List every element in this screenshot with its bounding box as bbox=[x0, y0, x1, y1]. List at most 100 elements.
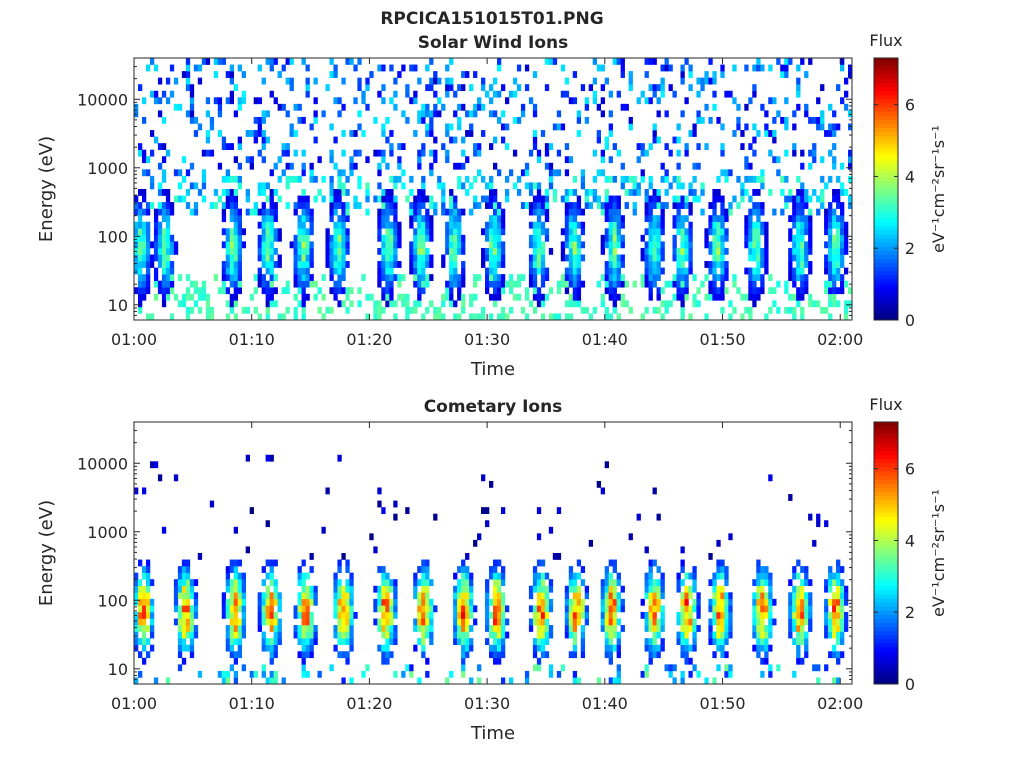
y-tick-label: 10000 bbox=[77, 90, 128, 109]
heatmap-cell bbox=[840, 625, 845, 632]
colorbar-segment bbox=[874, 585, 898, 591]
heatmap-cell bbox=[608, 110, 613, 118]
heatmap-cell bbox=[153, 234, 159, 242]
heatmap-cell bbox=[381, 631, 386, 639]
heatmap-cell bbox=[516, 274, 522, 281]
heatmap-cell bbox=[760, 274, 765, 281]
heatmap-cell bbox=[325, 84, 330, 92]
heatmap-cell bbox=[572, 670, 578, 678]
heatmap-cell bbox=[644, 579, 649, 587]
colorbar-segment bbox=[874, 250, 898, 255]
heatmap-cell bbox=[832, 162, 837, 170]
heatmap-cell bbox=[612, 631, 617, 639]
heatmap-cell bbox=[261, 631, 266, 639]
heatmap-cell bbox=[305, 261, 310, 268]
colorbar-segment bbox=[874, 581, 898, 587]
heatmap-cell bbox=[153, 254, 159, 262]
heatmap-cell bbox=[229, 566, 235, 573]
heatmap-cell bbox=[640, 598, 645, 606]
heatmap-cell bbox=[680, 261, 685, 268]
heatmap-cell bbox=[532, 202, 538, 209]
heatmap-cell bbox=[844, 611, 849, 619]
colorbar-segment bbox=[874, 520, 898, 525]
heatmap-cell bbox=[528, 280, 534, 288]
heatmap-cell bbox=[289, 241, 294, 249]
heatmap-cell bbox=[269, 611, 274, 619]
heatmap-cell bbox=[832, 280, 837, 288]
heatmap-cell bbox=[760, 592, 765, 600]
heatmap-cell bbox=[796, 247, 801, 255]
heatmap-cell bbox=[760, 670, 765, 678]
heatmap-cell bbox=[744, 103, 749, 111]
heatmap-cell bbox=[784, 116, 789, 124]
heatmap-cell bbox=[309, 123, 314, 131]
heatmap-cell bbox=[648, 143, 653, 150]
heatmap-cell bbox=[385, 300, 390, 308]
heatmap-cell bbox=[684, 215, 689, 223]
heatmap-cell bbox=[728, 611, 733, 619]
heatmap-cell bbox=[544, 605, 550, 613]
heatmap-cell bbox=[612, 644, 617, 652]
heatmap-cell bbox=[760, 631, 765, 639]
heatmap-cell bbox=[648, 195, 653, 203]
heatmap-cell bbox=[716, 618, 721, 626]
heatmap-cell bbox=[720, 169, 725, 177]
heatmap-cell bbox=[345, 579, 350, 587]
heatmap-cell bbox=[672, 175, 677, 183]
heatmap-cell bbox=[692, 605, 697, 613]
heatmap-cell bbox=[608, 175, 613, 183]
heatmap-cell bbox=[293, 280, 298, 288]
heatmap-cell bbox=[413, 306, 418, 314]
heatmap-cell bbox=[145, 592, 151, 600]
heatmap-cell bbox=[604, 618, 609, 626]
heatmap-cell bbox=[293, 611, 298, 619]
heatmap-cell bbox=[756, 631, 761, 639]
heatmap-cell bbox=[393, 579, 398, 587]
heatmap-cell bbox=[137, 605, 143, 613]
heatmap-cell bbox=[540, 247, 546, 255]
heatmap-cell bbox=[241, 625, 246, 632]
heatmap-cell bbox=[445, 84, 450, 92]
heatmap-cell bbox=[640, 149, 645, 157]
heatmap-cell bbox=[540, 644, 546, 652]
heatmap-cell bbox=[768, 625, 773, 632]
heatmap-cell bbox=[381, 598, 386, 606]
heatmap-cell bbox=[345, 293, 350, 301]
heatmap-cell bbox=[800, 274, 805, 281]
heatmap-cell bbox=[548, 579, 554, 587]
heatmap-cell bbox=[584, 195, 590, 203]
heatmap-cell bbox=[209, 123, 215, 131]
heatmap-cell bbox=[381, 254, 386, 262]
heatmap-cell bbox=[652, 241, 657, 249]
heatmap-cell bbox=[293, 247, 298, 255]
heatmap-cell bbox=[329, 175, 334, 183]
heatmap-cell bbox=[848, 71, 853, 78]
heatmap-cell bbox=[500, 136, 506, 144]
heatmap-cell bbox=[253, 116, 258, 124]
heatmap-cell bbox=[385, 638, 390, 645]
heatmap-cell bbox=[704, 234, 709, 242]
heatmap-cell bbox=[528, 300, 534, 308]
heatmap-cell bbox=[764, 267, 769, 275]
heatmap-cell bbox=[752, 274, 757, 281]
heatmap-cell bbox=[616, 267, 621, 275]
heatmap-cell bbox=[692, 162, 697, 170]
heatmap-cell bbox=[768, 274, 773, 281]
heatmap-cell bbox=[544, 585, 550, 593]
heatmap-cell bbox=[536, 247, 542, 255]
heatmap-cell bbox=[808, 579, 813, 587]
heatmap-cell bbox=[608, 657, 613, 665]
heatmap-cell bbox=[600, 247, 605, 255]
heatmap-cell bbox=[257, 189, 262, 196]
heatmap-cell bbox=[668, 182, 673, 190]
heatmap-cell bbox=[417, 162, 422, 170]
heatmap-cell bbox=[393, 261, 398, 268]
heatmap-cell bbox=[548, 313, 554, 321]
heatmap-cell bbox=[728, 90, 733, 98]
heatmap-cell bbox=[788, 618, 793, 626]
heatmap-cell bbox=[305, 598, 310, 606]
heatmap-cell bbox=[544, 618, 550, 626]
heatmap-cell bbox=[189, 631, 195, 639]
colorbar-segment bbox=[874, 70, 898, 75]
heatmap-cell bbox=[516, 293, 522, 301]
